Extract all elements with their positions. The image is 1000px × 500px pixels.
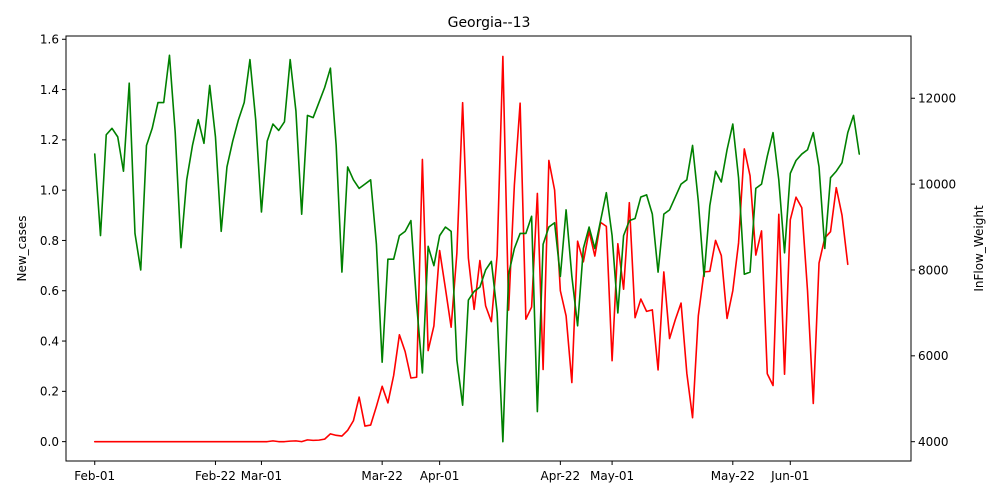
y-right-tick-label: 6000 xyxy=(918,349,949,363)
x-tick-label: Apr-22 xyxy=(541,469,581,483)
y-left-tick-label: 0.0 xyxy=(40,435,59,449)
y-axis-right-title: InFlow_Weight xyxy=(972,205,986,292)
y-left-tick-label: 0.2 xyxy=(40,385,59,399)
y-right-tick-label: 10000 xyxy=(918,177,956,191)
series-line-inflow-weight xyxy=(93,54,861,443)
x-tick-label: Feb-01 xyxy=(74,469,115,483)
plot-frame xyxy=(65,35,912,462)
y-axis-left-title: New_cases xyxy=(15,215,29,281)
x-tick-label: Feb-22 xyxy=(195,469,236,483)
y-left-tick-label: 0.6 xyxy=(40,284,59,298)
y-axis-left: 0.0 0.2 0.4 0.6 0.8 1.0 1.2 1.4 1.6 xyxy=(40,33,66,449)
y-right-tick-label: 4000 xyxy=(918,435,949,449)
x-tick-label: Apr-01 xyxy=(420,469,460,483)
x-tick-label: Mar-22 xyxy=(361,469,402,483)
x-tick-label: May-22 xyxy=(711,469,755,483)
y-left-tick-label: 0.4 xyxy=(40,334,59,348)
y-left-tick-label: 1.0 xyxy=(40,183,59,197)
chart-title: Georgia--13 xyxy=(448,15,531,31)
x-axis: Feb-01 Feb-22 Mar-01 Mar-22 Apr-01 Apr-22 May-… xyxy=(74,461,809,483)
y-left-tick-label: 1.2 xyxy=(40,133,59,147)
y-right-tick-label: 8000 xyxy=(918,263,949,277)
x-tick-label: Mar-01 xyxy=(241,469,282,483)
x-tick-label: May-01 xyxy=(590,469,634,483)
y-right-tick-label: 12000 xyxy=(918,92,956,106)
y-left-tick-label: 0.8 xyxy=(40,234,59,248)
series-layer xyxy=(93,54,861,443)
y-axis-right: 4000 6000 8000 10000 12000 xyxy=(911,92,956,449)
y-left-tick-label: 1.4 xyxy=(40,83,59,97)
series-line-new-cases xyxy=(93,55,849,443)
y-left-tick-label: 1.6 xyxy=(40,33,59,47)
x-tick-label: Jun-01 xyxy=(770,469,809,483)
